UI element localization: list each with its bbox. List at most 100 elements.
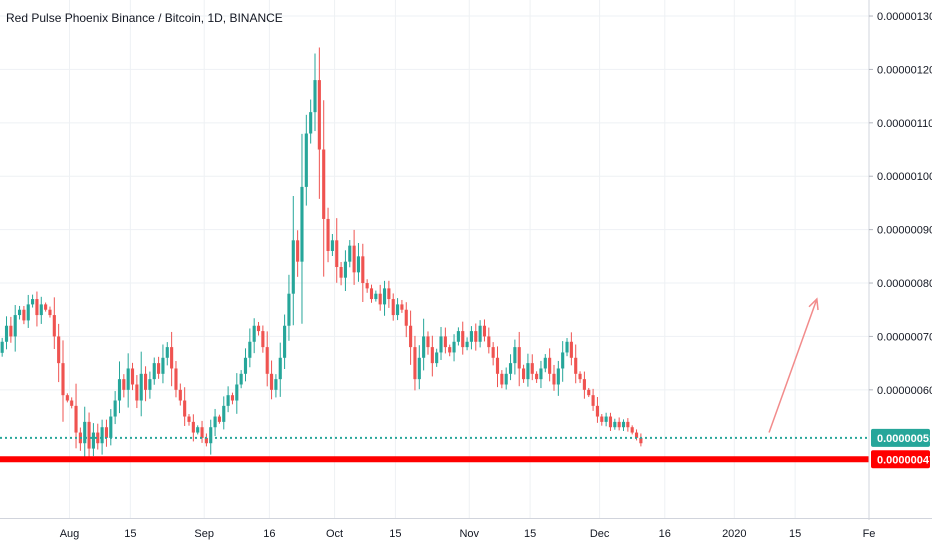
candle-body <box>157 363 161 374</box>
candle-body <box>565 341 569 353</box>
candle-body <box>465 341 469 348</box>
candle <box>70 397 74 409</box>
candle-body <box>143 373 148 390</box>
candle <box>0 337 4 357</box>
candle-body <box>126 368 130 390</box>
candle <box>291 195 295 326</box>
candle <box>539 360 543 389</box>
candle-body <box>613 421 617 428</box>
candle-body <box>74 405 78 433</box>
candle <box>409 310 413 365</box>
candle <box>565 338 569 357</box>
candle <box>174 360 178 398</box>
candle <box>91 423 95 457</box>
candle <box>430 335 434 377</box>
y-tick-label: 0.00000100 <box>877 171 932 183</box>
candle-body <box>356 256 361 273</box>
candle-body <box>504 373 508 385</box>
candle <box>304 114 308 206</box>
candle <box>621 419 626 432</box>
candle-body <box>548 357 552 374</box>
candle <box>100 419 104 455</box>
candle <box>296 230 300 277</box>
candle-body <box>608 416 613 428</box>
candle <box>365 279 369 293</box>
candle-body <box>595 405 600 417</box>
candle-body <box>413 347 417 380</box>
x-tick-label: 15 <box>524 528 536 540</box>
y-tick-label: 0.00000110 <box>877 118 932 130</box>
candles <box>0 47 643 461</box>
candle <box>300 133 304 324</box>
candle-body <box>26 304 30 321</box>
candle-body <box>248 341 252 358</box>
candle <box>157 356 161 379</box>
candle-body <box>517 347 521 369</box>
candle <box>600 414 604 426</box>
candle-body <box>300 186 304 262</box>
candle-body <box>100 427 104 444</box>
candle-body <box>430 347 434 364</box>
trend-arrow <box>768 297 819 433</box>
candle <box>465 337 469 351</box>
time-axis[interactable]: Aug 15 Sep 16 Oct 15 Nov 15 Dec 16 2020 15 Fe <box>60 528 876 540</box>
candle <box>170 331 174 387</box>
candle <box>348 240 352 268</box>
candle <box>526 353 530 387</box>
candle-body <box>200 427 204 438</box>
candle <box>522 364 526 383</box>
candle <box>587 387 591 398</box>
candle <box>178 383 182 406</box>
candle-body <box>535 373 539 380</box>
candle-body <box>569 341 573 358</box>
candle <box>22 305 26 325</box>
candle <box>561 341 565 382</box>
candle <box>248 328 252 368</box>
candle <box>630 425 634 435</box>
candle-body <box>326 218 330 251</box>
x-tick-label: Dec <box>590 528 610 540</box>
y-tick-label: 0.00000060 <box>877 385 932 397</box>
x-tick-label: 16 <box>263 528 275 540</box>
candle-body <box>513 347 517 364</box>
candle-body <box>452 341 456 353</box>
candle <box>500 370 504 389</box>
candle <box>139 351 143 417</box>
candle <box>26 294 30 328</box>
y-tick-label: 0.00000070 <box>877 331 932 343</box>
candle-body <box>443 336 447 348</box>
candle <box>135 375 139 409</box>
candle <box>217 414 221 424</box>
candle <box>543 354 547 373</box>
candle-body <box>139 373 143 401</box>
candle-body <box>556 368 560 385</box>
candle <box>552 364 556 391</box>
candle <box>183 387 187 426</box>
candle-body <box>265 347 269 374</box>
candle-body <box>335 240 339 268</box>
x-tick-label: 15 <box>789 528 801 540</box>
candle <box>461 321 465 355</box>
candle-body <box>117 379 122 401</box>
candle <box>582 371 586 399</box>
price-axis[interactable]: 0.00000060 0.00000070 0.00000080 0.00000090… <box>869 11 932 397</box>
candle-body <box>209 427 213 444</box>
candle-body <box>22 309 26 321</box>
candle <box>613 418 617 430</box>
candle <box>61 340 65 422</box>
candle <box>548 348 552 382</box>
candle-body <box>382 288 387 305</box>
candle-body <box>296 240 300 262</box>
candle <box>400 299 404 313</box>
candle-body <box>230 395 235 401</box>
candle-body <box>104 427 109 438</box>
candle <box>261 325 265 353</box>
candle-body <box>435 352 439 364</box>
candle-body <box>9 325 13 337</box>
candle-body <box>4 325 9 342</box>
candle <box>574 344 578 384</box>
candle <box>435 348 439 367</box>
candle-body <box>196 427 200 433</box>
